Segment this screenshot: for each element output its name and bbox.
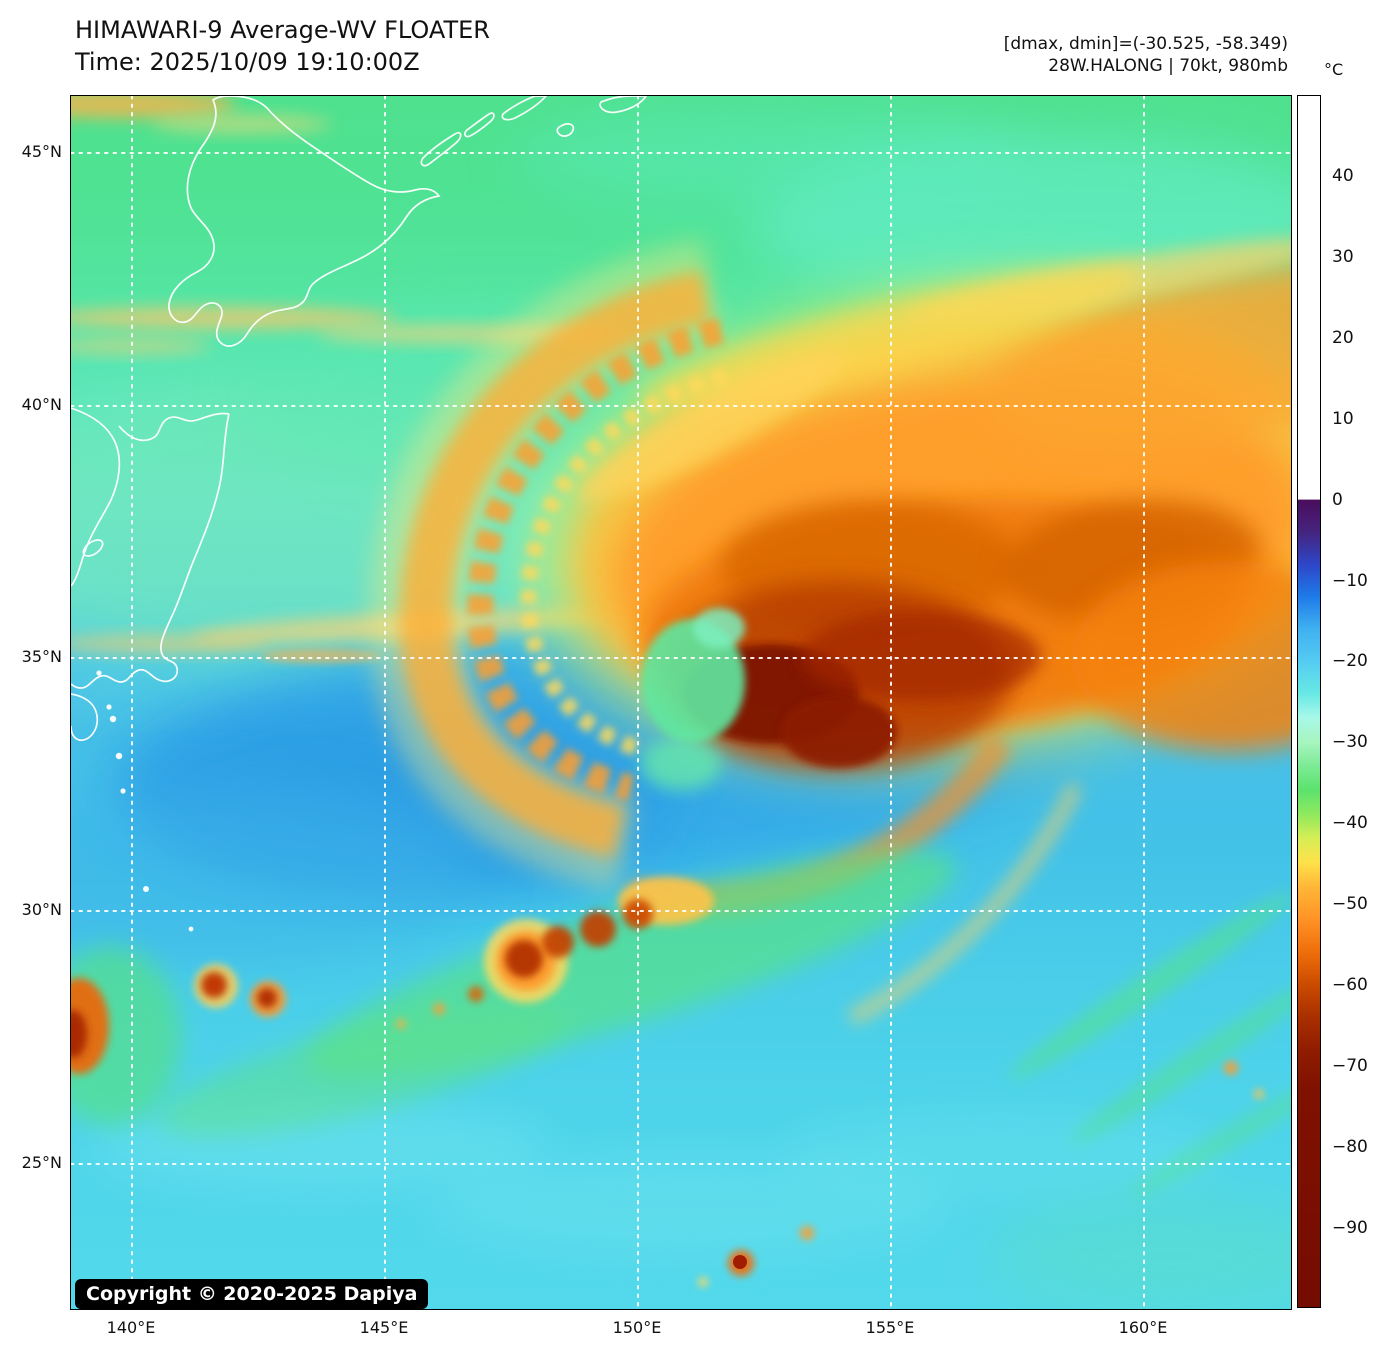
cbar-tick-m80: −80 (1332, 1137, 1368, 1157)
page-title: HIMAWARI-9 Average-WV FLOATER (75, 16, 490, 44)
cbar-tick-30: 30 (1332, 247, 1354, 267)
coastline-hokkaido (168, 96, 441, 347)
cbar-tick-m90: −90 (1332, 1218, 1368, 1238)
lon-tick-145e: 145°E (359, 1318, 409, 1337)
cbar-tick-10: 10 (1332, 409, 1354, 429)
coastline-honshu-west (71, 407, 121, 587)
cbar-tick-m50: −50 (1332, 894, 1368, 914)
cbar-tick-m30: −30 (1332, 732, 1368, 752)
cbar-tick-m70: −70 (1332, 1056, 1368, 1076)
cbar-tick-m20: −20 (1332, 651, 1368, 671)
cbar-tick-m60: −60 (1332, 975, 1368, 995)
title-block: HIMAWARI-9 Average-WV FLOATER Time: 2025… (75, 14, 490, 78)
cbar-tick-40: 40 (1332, 166, 1354, 186)
cbar-tick-m40: −40 (1332, 813, 1368, 833)
lat-tick-45n: 45°N (21, 142, 62, 161)
lon-tick-160e: 160°E (1118, 1318, 1168, 1337)
lon-tick-155e: 155°E (865, 1318, 915, 1337)
storm-readout: 28W.HALONG | 70kt, 980mb (1048, 56, 1288, 76)
lat-tick-25n: 25°N (21, 1153, 62, 1172)
coastline-honshu-east (71, 413, 230, 689)
satellite-map-canvas (71, 96, 1291, 1309)
convective-chain (71, 850, 957, 1137)
colorbar-gradient (1297, 95, 1321, 1308)
timestamp: Time: 2025/10/09 19:10:00Z (75, 48, 420, 76)
cbar-tick-20: 20 (1332, 328, 1354, 348)
cbar-tick-0: 0 (1332, 490, 1343, 510)
coastlines (71, 96, 648, 741)
colorbar-unit-label: °C (1324, 60, 1344, 79)
gridlines (71, 96, 1291, 1309)
lat-tick-30n: 30°N (21, 900, 62, 919)
lat-tick-35n: 35°N (21, 647, 62, 666)
copyright-badge: Copyright © 2020-2025 Dapiya (75, 1279, 429, 1309)
satellite-map: Copyright © 2020-2025 Dapiya (70, 95, 1292, 1310)
coastline-kuril-islands (420, 96, 648, 167)
lat-tick-40n: 40°N (21, 395, 62, 414)
coastline-sado-island (82, 539, 104, 557)
lon-tick-140e: 140°E (106, 1318, 156, 1337)
coastline-tsugaru (118, 412, 230, 442)
izu-island-dots (96, 670, 194, 932)
typhoon-cloud (369, 239, 1291, 1026)
info-block: [dmax, dmin]=(-30.525, -58.349) 28W.HALO… (1004, 33, 1288, 77)
coastline-izu-peninsula (71, 693, 99, 741)
cbar-tick-m10: −10 (1332, 571, 1368, 591)
lon-tick-150e: 150°E (612, 1318, 662, 1337)
dmax-dmin-readout: [dmax, dmin]=(-30.525, -58.349) (1003, 34, 1288, 54)
